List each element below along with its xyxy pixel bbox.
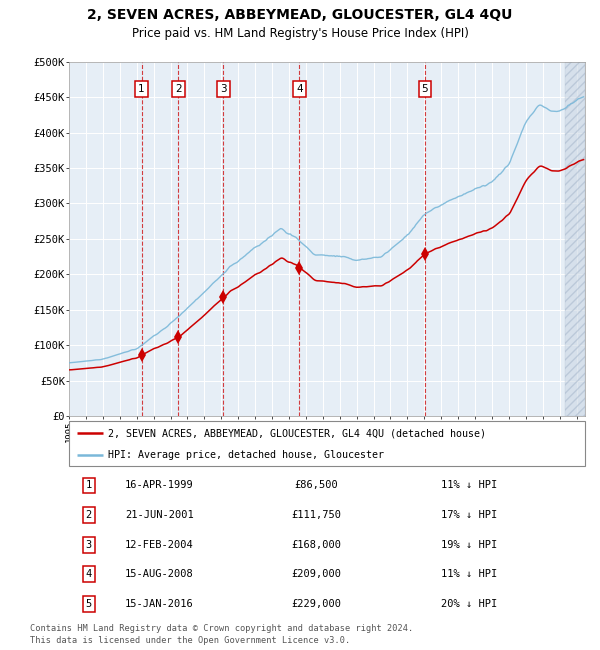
FancyBboxPatch shape: [69, 421, 585, 466]
Text: 3: 3: [85, 540, 92, 550]
Text: 21-JUN-2001: 21-JUN-2001: [125, 510, 194, 520]
Text: 2: 2: [85, 510, 92, 520]
Text: £168,000: £168,000: [292, 540, 341, 550]
Text: 5: 5: [85, 599, 92, 609]
Text: 2, SEVEN ACRES, ABBEYMEAD, GLOUCESTER, GL4 4QU (detached house): 2, SEVEN ACRES, ABBEYMEAD, GLOUCESTER, G…: [108, 428, 486, 438]
Text: 2: 2: [175, 84, 182, 94]
Text: £86,500: £86,500: [295, 480, 338, 490]
Text: This data is licensed under the Open Government Licence v3.0.: This data is licensed under the Open Gov…: [30, 636, 350, 645]
Text: £111,750: £111,750: [292, 510, 341, 520]
Text: HPI: Average price, detached house, Gloucester: HPI: Average price, detached house, Glou…: [108, 450, 384, 460]
Text: 5: 5: [422, 84, 428, 94]
Text: 15-JAN-2016: 15-JAN-2016: [125, 599, 194, 609]
Text: 11% ↓ HPI: 11% ↓ HPI: [440, 480, 497, 490]
Text: £209,000: £209,000: [292, 569, 341, 579]
Text: 15-AUG-2008: 15-AUG-2008: [125, 569, 194, 579]
Text: 4: 4: [85, 569, 92, 579]
Text: 4: 4: [296, 84, 303, 94]
Text: 12-FEB-2004: 12-FEB-2004: [125, 540, 194, 550]
Text: 11% ↓ HPI: 11% ↓ HPI: [440, 569, 497, 579]
Text: 20% ↓ HPI: 20% ↓ HPI: [440, 599, 497, 609]
Text: 19% ↓ HPI: 19% ↓ HPI: [440, 540, 497, 550]
Text: 1: 1: [85, 480, 92, 490]
Text: Price paid vs. HM Land Registry's House Price Index (HPI): Price paid vs. HM Land Registry's House …: [131, 27, 469, 40]
Text: 17% ↓ HPI: 17% ↓ HPI: [440, 510, 497, 520]
Text: 16-APR-1999: 16-APR-1999: [125, 480, 194, 490]
Bar: [565, 62, 585, 416]
Text: Contains HM Land Registry data © Crown copyright and database right 2024.: Contains HM Land Registry data © Crown c…: [30, 624, 413, 633]
Text: £229,000: £229,000: [292, 599, 341, 609]
Text: 2, SEVEN ACRES, ABBEYMEAD, GLOUCESTER, GL4 4QU: 2, SEVEN ACRES, ABBEYMEAD, GLOUCESTER, G…: [88, 8, 512, 22]
Text: 1: 1: [138, 84, 145, 94]
Text: 3: 3: [220, 84, 227, 94]
